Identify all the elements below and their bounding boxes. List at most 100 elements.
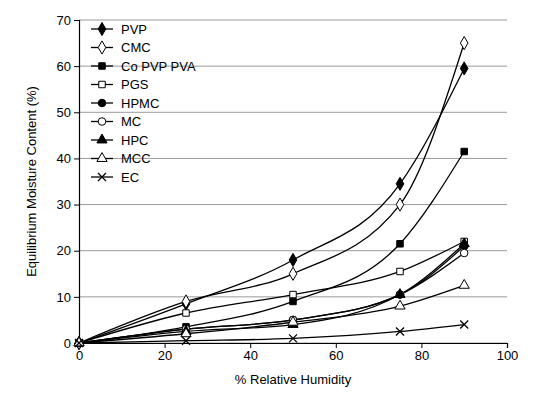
marker xyxy=(181,328,191,337)
marker xyxy=(74,337,84,346)
x-axis-title: % Relative Humidity xyxy=(235,372,352,387)
tick: 80 xyxy=(415,343,429,363)
legend-label: PVP xyxy=(121,22,147,37)
legend-symbol xyxy=(98,118,106,126)
tick-label: 20 xyxy=(57,243,71,258)
x-axis: 0 20 40 60 80 100 xyxy=(76,343,518,363)
tick: 10 xyxy=(57,290,79,305)
marker xyxy=(461,148,467,154)
legend-item: MC xyxy=(91,114,141,129)
series-line xyxy=(79,241,464,343)
tick: 40 xyxy=(57,151,79,166)
marker xyxy=(290,291,296,297)
marker xyxy=(288,316,298,325)
legend-symbol xyxy=(98,173,106,181)
tick: 50 xyxy=(57,105,79,120)
marker xyxy=(289,267,297,280)
legend-item: CMC xyxy=(91,40,151,55)
legend-label: Co PVP PVA xyxy=(121,59,196,74)
tick: 60 xyxy=(329,343,343,363)
marker xyxy=(395,289,405,298)
legend-label: MC xyxy=(121,114,141,129)
marks xyxy=(74,36,469,349)
marker xyxy=(396,198,404,211)
legend-label: HPMC xyxy=(121,96,159,111)
plot: 0 10 20 30 40 50 60 70 0 20 40 60 80 100 xyxy=(57,13,519,364)
grid xyxy=(79,20,507,343)
legend-symbol xyxy=(99,63,105,69)
axis-line xyxy=(74,21,80,344)
y-axis-title: Equilibrium Moisture Content (%) xyxy=(24,86,39,277)
legend-symbol xyxy=(98,22,106,35)
tick-label: 10 xyxy=(57,290,71,305)
tick-label: 30 xyxy=(57,197,71,212)
marker xyxy=(397,241,403,247)
marker xyxy=(182,295,190,308)
marker xyxy=(289,334,297,342)
tick: 100 xyxy=(497,343,519,363)
legend-item: EC xyxy=(91,170,139,185)
tick-mark xyxy=(74,297,79,298)
marker xyxy=(459,238,469,247)
marker xyxy=(290,298,296,304)
legend-item: PGS xyxy=(91,77,149,92)
tick-label: 80 xyxy=(415,348,429,363)
marker xyxy=(460,36,468,49)
tick-mark xyxy=(74,112,79,113)
legend-symbol xyxy=(97,134,107,143)
legend-item: Co PVP PVA xyxy=(91,59,196,74)
tick: 20 xyxy=(57,243,79,258)
tick-label: 0 xyxy=(76,348,83,363)
axis-line xyxy=(80,344,508,349)
tick-mark xyxy=(74,20,79,21)
tick-label: 40 xyxy=(243,348,257,363)
marker xyxy=(289,253,297,266)
tick-label: 100 xyxy=(497,348,519,363)
tick-mark xyxy=(74,205,79,206)
series-line xyxy=(79,43,464,343)
legend-label: EC xyxy=(121,170,139,185)
legend-symbol xyxy=(97,153,107,162)
series-line xyxy=(79,244,464,343)
tick: 40 xyxy=(243,343,257,363)
marker xyxy=(396,327,404,335)
series-line xyxy=(79,68,464,343)
marker xyxy=(74,337,84,346)
marker xyxy=(459,279,469,288)
legend-item: MCC xyxy=(91,151,151,166)
legend-label: CMC xyxy=(121,40,151,55)
legend-label: PGS xyxy=(121,77,149,92)
marker xyxy=(75,339,83,347)
series-line xyxy=(79,152,464,343)
grid-line xyxy=(79,20,507,21)
tick: 30 xyxy=(57,197,79,212)
legend-symbol xyxy=(99,81,105,87)
grid-line xyxy=(79,204,507,205)
tick-label: 50 xyxy=(57,105,71,120)
legend-item: HPC xyxy=(91,133,148,148)
marker xyxy=(460,62,468,75)
tick-mark xyxy=(74,66,79,67)
legend-label: MCC xyxy=(121,151,151,166)
marker xyxy=(395,300,405,309)
tick: 20 xyxy=(158,343,172,363)
tick-label: 70 xyxy=(57,13,71,28)
legend-label: HPC xyxy=(121,133,148,148)
marker xyxy=(183,310,189,316)
marker xyxy=(397,268,403,274)
legend-symbol xyxy=(98,41,106,54)
tick-mark xyxy=(74,251,79,252)
tick: 70 xyxy=(57,13,79,28)
series-line xyxy=(79,253,464,343)
legend: PVP CMC Co PVP PVA PGS HPMC MC HPC MCC EC xyxy=(91,22,196,185)
tick: 60 xyxy=(57,59,79,74)
legend-item: PVP xyxy=(91,22,147,37)
tick-label: 0 xyxy=(64,336,71,351)
y-axis: 0 10 20 30 40 50 60 70 xyxy=(57,13,80,351)
tick-mark xyxy=(74,158,79,159)
series-line xyxy=(79,285,464,343)
marker xyxy=(182,337,190,345)
marker xyxy=(460,321,468,329)
tick-label: 40 xyxy=(57,151,71,166)
grid-line xyxy=(79,250,507,251)
